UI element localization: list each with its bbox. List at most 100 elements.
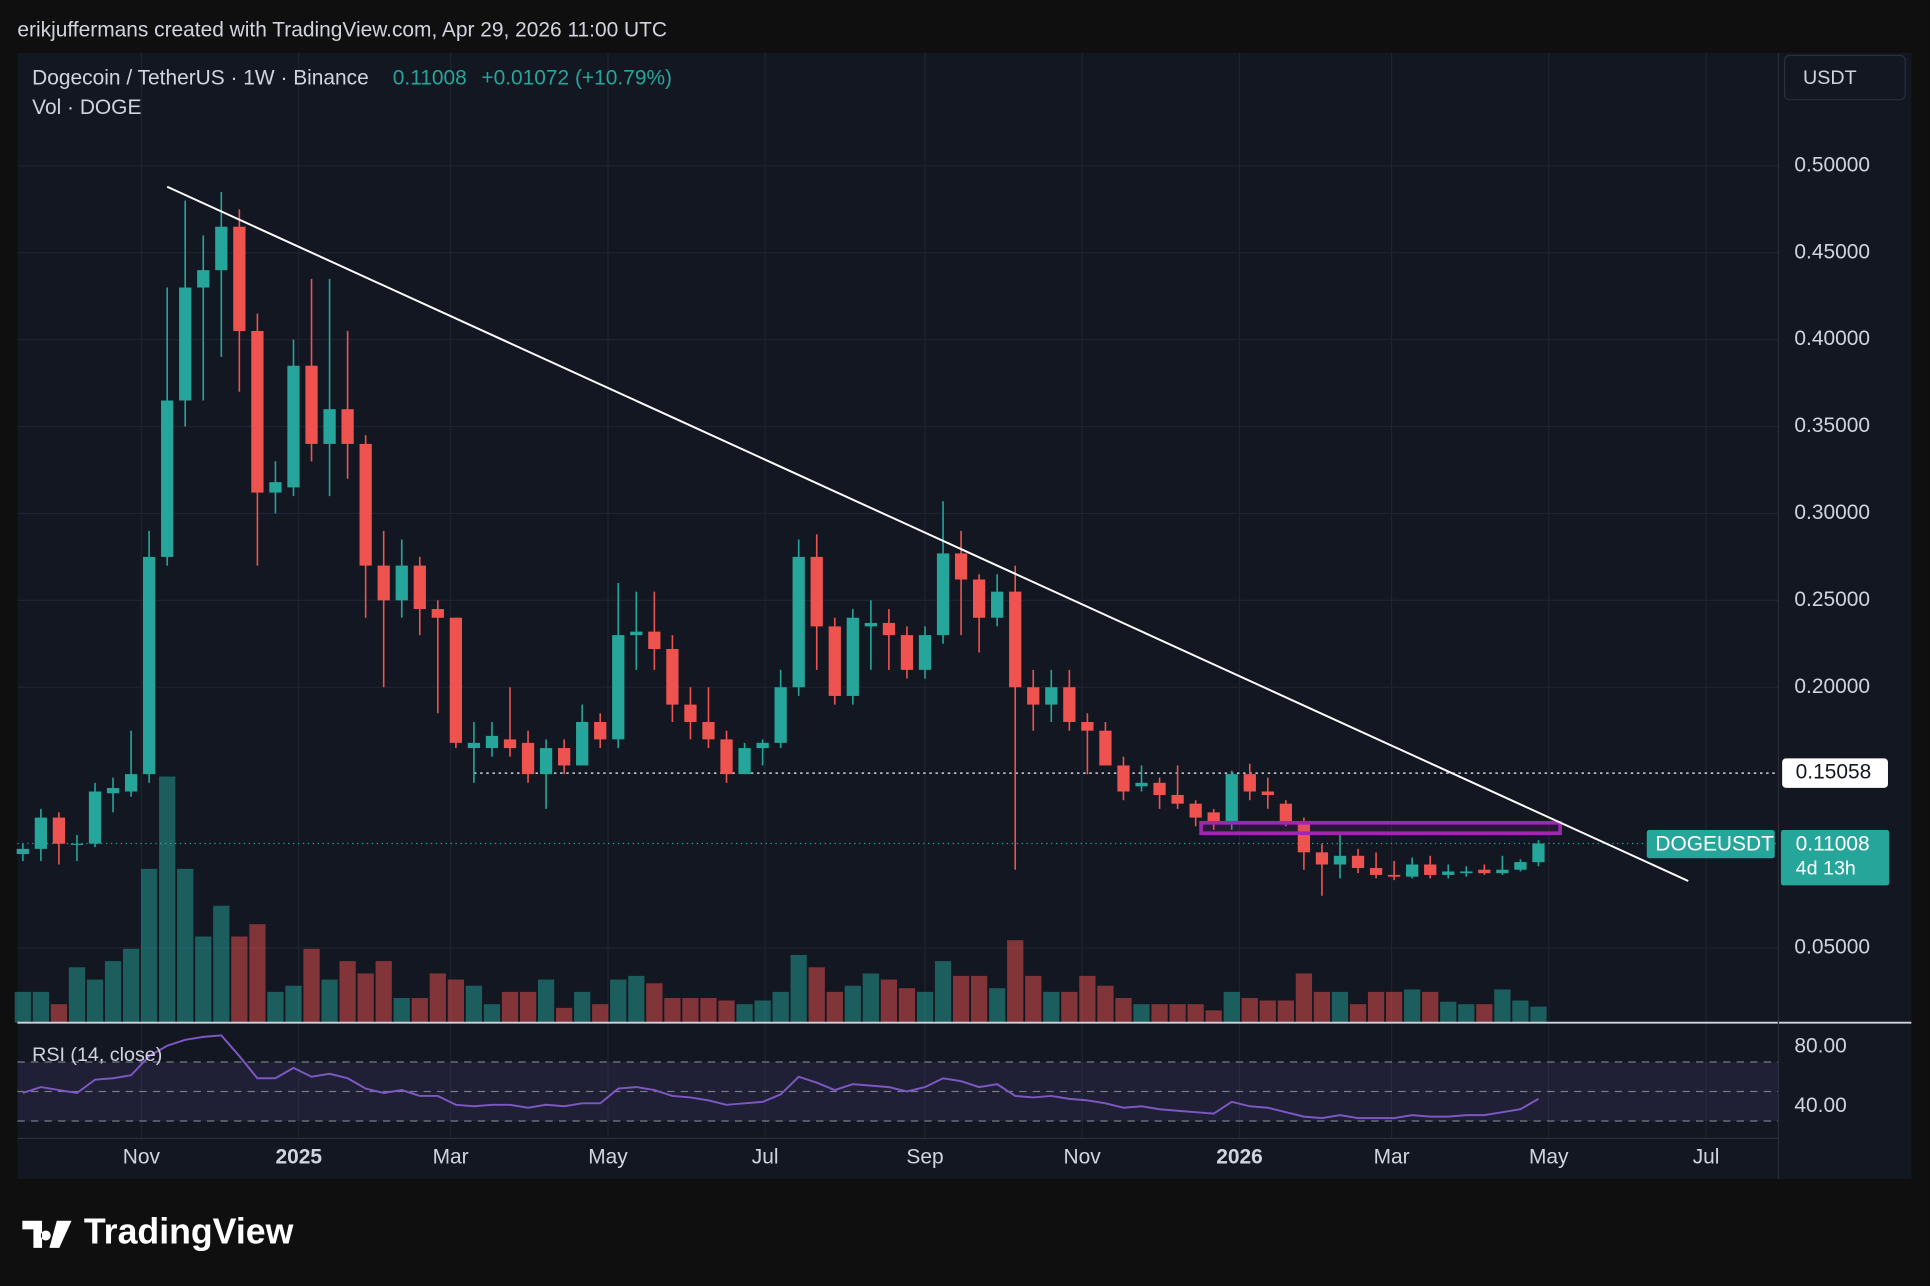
volume-bar <box>664 998 681 1023</box>
volume-bar <box>303 948 320 1023</box>
currency[interactable]: USDT <box>1803 67 1857 89</box>
volume-bar <box>1331 991 1349 1023</box>
candle-body <box>215 226 228 271</box>
currency-button[interactable] <box>1783 54 1906 101</box>
candle-body <box>684 704 697 722</box>
volume-bar <box>14 991 31 1023</box>
x-tick-label: May <box>588 1146 628 1169</box>
volume-bar <box>574 991 591 1023</box>
volume-bar <box>700 998 717 1023</box>
candle-body <box>936 553 950 636</box>
candle-body <box>1207 812 1220 823</box>
candle-body <box>1478 869 1491 874</box>
candle-body <box>323 409 336 444</box>
volume-bar <box>898 988 916 1023</box>
volume-bar <box>808 967 825 1023</box>
x-tick-label: Jul <box>1693 1146 1720 1169</box>
volume-bar <box>231 936 248 1023</box>
candle-body <box>882 622 896 636</box>
volume-bar <box>537 979 555 1023</box>
volume-bar <box>429 973 446 1023</box>
candle-body <box>666 649 679 705</box>
volume-bar <box>646 983 663 1023</box>
volume-bar <box>826 991 843 1023</box>
volume-bar <box>1277 1000 1294 1023</box>
volume-bar <box>718 1000 735 1023</box>
volume-bar <box>934 961 952 1023</box>
volume-bar <box>393 998 410 1023</box>
volume-bar <box>321 979 338 1023</box>
volume-bar <box>1133 1004 1150 1023</box>
volume-bar <box>32 991 49 1023</box>
candle-body <box>359 443 372 566</box>
candle-body <box>1387 874 1401 877</box>
volume-bar <box>447 979 464 1023</box>
candle-body <box>305 365 318 444</box>
y-tick-label: 0.20000 <box>1794 675 1870 698</box>
volume-bar <box>411 998 428 1023</box>
rsi-title: RSI (14, close) <box>32 1044 162 1066</box>
volume-bar <box>989 988 1006 1023</box>
candle-body <box>431 609 444 618</box>
candle-body <box>16 848 29 855</box>
volume-bar <box>1169 1004 1186 1023</box>
volume-bar <box>1386 991 1403 1023</box>
volume-bar <box>339 961 356 1023</box>
y-tick-label: 0.35000 <box>1794 414 1870 437</box>
candle-body <box>70 843 84 845</box>
candle-body <box>630 631 643 636</box>
volume-bar <box>1367 991 1385 1023</box>
candle-body <box>106 788 120 794</box>
volume-bar <box>357 973 374 1023</box>
level-label-box <box>1782 758 1888 788</box>
candle-body <box>1225 774 1238 823</box>
candle-body <box>52 817 66 844</box>
volume-bar <box>68 967 86 1023</box>
rsi-line <box>22 1034 1539 1120</box>
volume-bar <box>772 991 789 1023</box>
candle-body <box>918 635 932 670</box>
volume-layer <box>14 776 1547 1023</box>
y-tick-label: 0.05000 <box>1794 935 1870 958</box>
candle-body <box>720 739 733 775</box>
volume-bar <box>213 905 230 1023</box>
x-tick-label: 2026 <box>1216 1146 1263 1169</box>
volume-label: Vol · DOGE <box>32 96 141 119</box>
volume-bar <box>556 1007 573 1023</box>
candle-body <box>269 482 282 493</box>
volume-bar <box>628 975 645 1023</box>
volume-bar <box>1151 1004 1168 1023</box>
candle-body <box>846 617 859 696</box>
candle-body <box>1261 791 1274 795</box>
x-tick-label: Mar <box>1374 1146 1410 1169</box>
candle-body <box>1171 794 1184 804</box>
x-tick-label: Mar <box>433 1146 469 1169</box>
volume-bar <box>1079 975 1096 1023</box>
volume-bar <box>141 868 158 1023</box>
volume-bar <box>1025 975 1042 1023</box>
candle-body <box>1424 864 1437 875</box>
volume-bar <box>682 998 699 1023</box>
volume-bar <box>501 991 519 1023</box>
volume-bar <box>1349 1004 1367 1023</box>
candle-body <box>1406 864 1419 877</box>
candle-body <box>991 591 1004 618</box>
candle-body <box>1369 867 1383 875</box>
volume-bar <box>159 776 176 1023</box>
candle-body <box>124 774 138 792</box>
grid-layer <box>17 52 1779 1139</box>
rsi-tick-label: 80.00 <box>1794 1035 1846 1058</box>
candle-body <box>413 565 426 610</box>
candle-body <box>1045 687 1058 705</box>
volume-bar <box>1097 985 1114 1023</box>
volume-bar <box>1440 1001 1457 1023</box>
volume-bar <box>519 991 537 1023</box>
zone-box <box>1199 820 1562 836</box>
candle-body <box>161 400 174 557</box>
candle-body <box>395 565 408 601</box>
candle-body <box>1153 782 1166 795</box>
candle-body <box>1351 855 1365 868</box>
volume-bar <box>1043 991 1060 1023</box>
